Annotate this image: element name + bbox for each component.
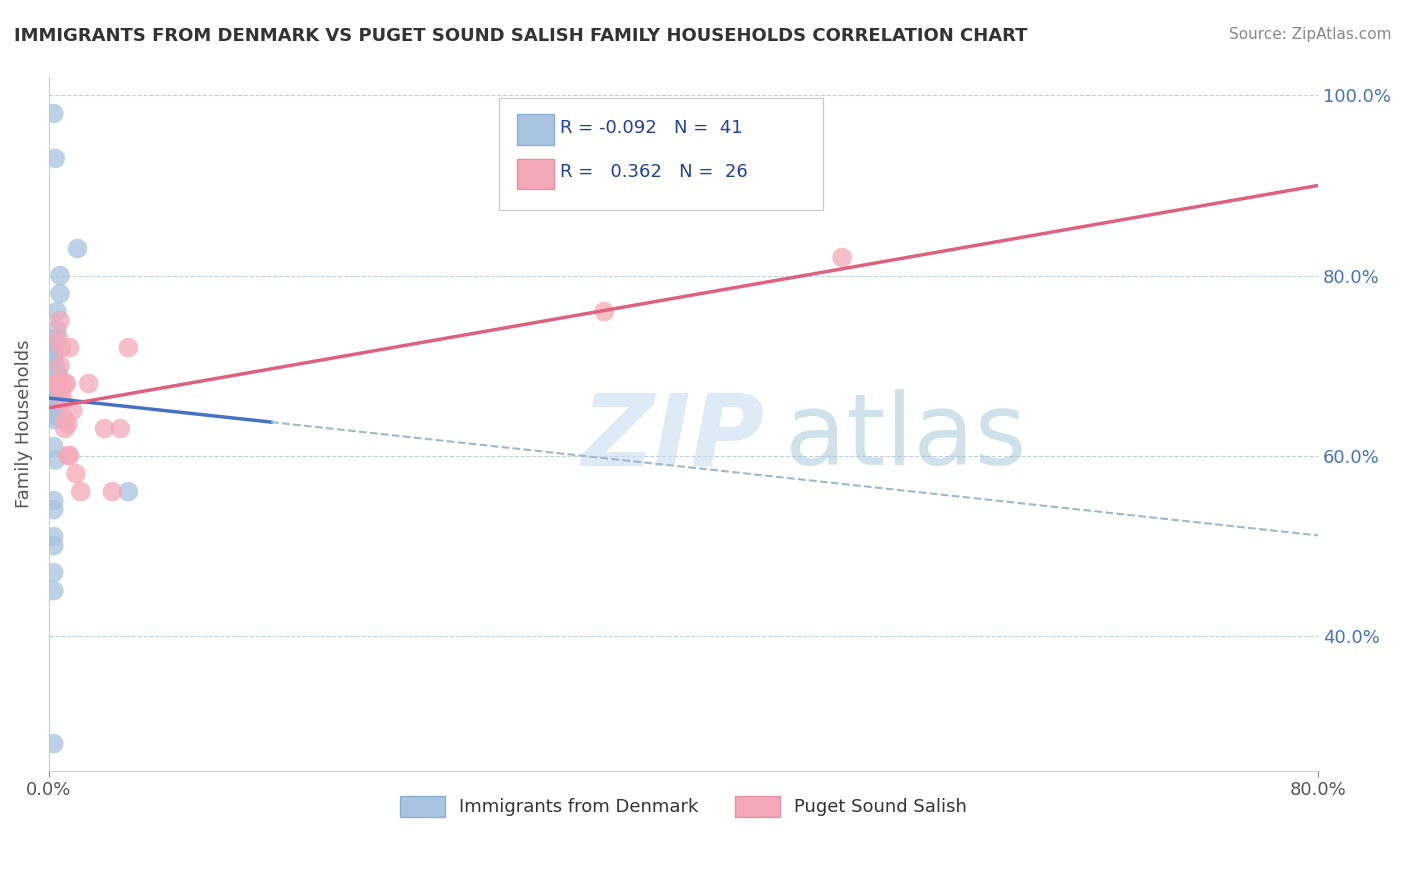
Text: R = -0.092   N =  41: R = -0.092 N = 41	[560, 119, 742, 136]
Point	[56, 449, 79, 463]
Point	[45, 322, 67, 336]
Point	[42, 440, 65, 454]
Point	[53, 376, 76, 391]
Point	[53, 412, 76, 426]
Point	[45, 368, 67, 382]
Text: IMMIGRANTS FROM DENMARK VS PUGET SOUND SALISH FAMILY HOUSEHOLDS CORRELATION CHAR: IMMIGRANTS FROM DENMARK VS PUGET SOUND S…	[14, 27, 1028, 45]
Point	[110, 421, 132, 435]
Y-axis label: Family Households: Family Households	[15, 340, 32, 508]
Point	[117, 341, 139, 355]
Point	[42, 385, 65, 400]
Point	[45, 304, 67, 318]
Point	[42, 376, 65, 391]
Point	[45, 376, 67, 391]
Point	[49, 286, 72, 301]
Point	[42, 106, 65, 120]
Point	[42, 737, 65, 751]
Point	[831, 251, 853, 265]
Point	[42, 359, 65, 373]
Point	[62, 403, 84, 417]
Point	[48, 368, 70, 382]
Text: ZIP: ZIP	[582, 390, 765, 486]
Point	[44, 453, 66, 467]
Point	[42, 539, 65, 553]
Point	[41, 390, 63, 404]
Point	[44, 152, 66, 166]
Point	[41, 385, 63, 400]
Point	[93, 421, 115, 435]
Point	[55, 376, 77, 391]
Point	[42, 408, 65, 422]
Legend: Immigrants from Denmark, Puget Sound Salish: Immigrants from Denmark, Puget Sound Sal…	[392, 789, 974, 824]
Point	[44, 359, 66, 373]
Point	[58, 449, 80, 463]
Point	[51, 385, 73, 400]
Point	[42, 381, 65, 395]
Point	[69, 484, 91, 499]
Point	[42, 412, 65, 426]
Point	[49, 359, 72, 373]
Point	[42, 583, 65, 598]
Point	[44, 332, 66, 346]
Point	[49, 268, 72, 283]
Point	[66, 242, 89, 256]
Point	[49, 313, 72, 327]
Point	[45, 372, 67, 386]
Point	[48, 376, 70, 391]
Point	[77, 376, 100, 391]
Point	[52, 394, 75, 409]
Text: atlas: atlas	[785, 390, 1026, 486]
Text: R =   0.362   N =  26: R = 0.362 N = 26	[560, 163, 748, 181]
Point	[42, 350, 65, 364]
Point	[41, 403, 63, 417]
Point	[42, 493, 65, 508]
Point	[42, 566, 65, 580]
Point	[51, 341, 73, 355]
Point	[48, 332, 70, 346]
Point	[42, 399, 65, 413]
Point	[42, 399, 65, 413]
Point	[45, 390, 67, 404]
Point	[56, 417, 79, 431]
Point	[101, 484, 124, 499]
Point	[42, 530, 65, 544]
Point	[44, 363, 66, 377]
Point	[42, 376, 65, 391]
Text: Source: ZipAtlas.com: Source: ZipAtlas.com	[1229, 27, 1392, 42]
Point	[42, 341, 65, 355]
Point	[53, 421, 76, 435]
Point	[42, 394, 65, 409]
Point	[42, 341, 65, 355]
Point	[42, 408, 65, 422]
Point	[58, 341, 80, 355]
Point	[65, 467, 87, 481]
Point	[42, 502, 65, 516]
Point	[593, 304, 616, 318]
Point	[117, 484, 139, 499]
